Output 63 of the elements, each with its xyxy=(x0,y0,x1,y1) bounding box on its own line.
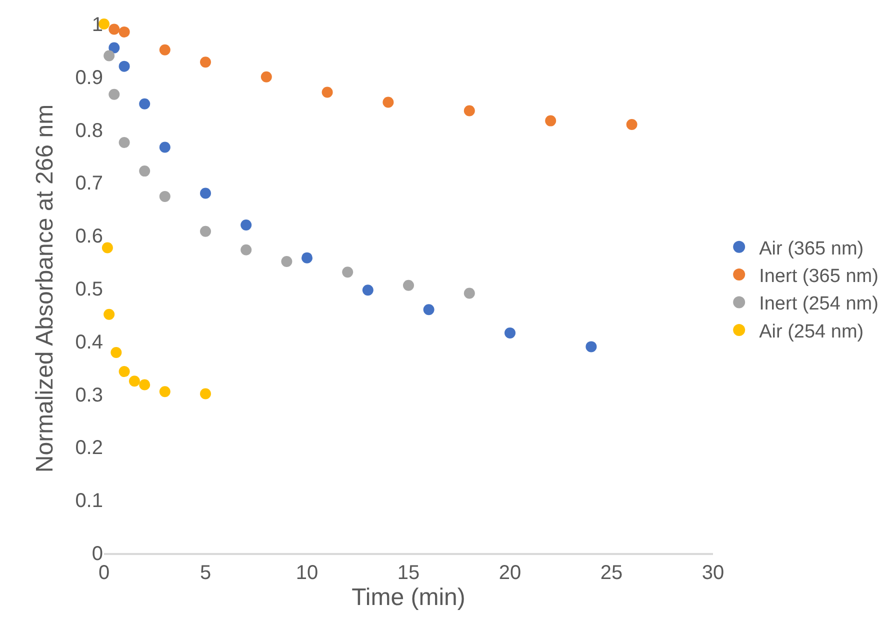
point xyxy=(200,56,211,68)
point xyxy=(108,42,120,54)
point xyxy=(403,280,414,291)
point xyxy=(108,88,120,100)
y-axis-title: Normalized Absorbance at 266 nm xyxy=(31,104,58,473)
point xyxy=(240,244,252,256)
point xyxy=(139,166,150,177)
y-tick-label: 0.5 xyxy=(75,278,103,300)
point xyxy=(302,252,312,264)
point xyxy=(382,96,394,108)
point xyxy=(104,50,115,62)
x-tick-label: 30 xyxy=(702,562,724,584)
point xyxy=(118,366,130,378)
point xyxy=(545,115,556,126)
legend-label: Air (254 nm) xyxy=(759,321,864,342)
x-tick-label: 25 xyxy=(600,562,623,584)
point xyxy=(342,266,354,278)
point xyxy=(200,188,211,199)
legend-label: Inert (365 nm) xyxy=(759,266,878,287)
point xyxy=(281,256,292,268)
point xyxy=(200,388,211,400)
y-tick-label: 0.9 xyxy=(75,66,103,89)
y-tick-label: 0.8 xyxy=(75,120,103,142)
legend-label: Inert (254 nm) xyxy=(759,294,878,315)
point xyxy=(504,327,516,338)
point xyxy=(240,220,252,231)
point xyxy=(586,341,597,352)
point xyxy=(118,60,130,72)
x-tick-label: 5 xyxy=(200,562,212,584)
point xyxy=(423,304,434,316)
point xyxy=(102,242,113,254)
y-tick-label: 0.3 xyxy=(75,384,103,406)
y-tick-label: 0.1 xyxy=(75,490,103,512)
y-tick-label: 0.4 xyxy=(75,331,103,354)
point xyxy=(118,26,130,38)
point xyxy=(464,288,475,299)
x-axis-title: Time (min) xyxy=(352,584,466,611)
y-tick-label: 0.6 xyxy=(75,226,103,248)
y-tick-label: 0.2 xyxy=(75,437,103,460)
point xyxy=(128,376,140,387)
x-tick-label: 10 xyxy=(296,562,318,584)
point xyxy=(139,98,150,110)
point xyxy=(159,44,170,56)
point xyxy=(159,142,170,153)
point xyxy=(260,71,272,82)
point xyxy=(362,284,374,296)
point xyxy=(464,105,475,116)
point xyxy=(200,226,211,237)
y-tick-label: 0 xyxy=(92,543,103,565)
point xyxy=(110,347,122,358)
point xyxy=(159,190,170,202)
point xyxy=(626,119,638,130)
y-tick-label: 0.7 xyxy=(75,172,103,195)
point xyxy=(104,308,115,320)
legend-label: Air (365 nm) xyxy=(759,238,864,260)
point xyxy=(322,86,333,98)
point xyxy=(159,386,170,398)
point xyxy=(139,379,150,390)
y-tick-label: 1 xyxy=(92,14,103,36)
x-tick-label: 15 xyxy=(397,562,420,584)
point xyxy=(118,137,130,148)
point xyxy=(108,24,120,35)
x-tick-label: 20 xyxy=(498,562,522,584)
